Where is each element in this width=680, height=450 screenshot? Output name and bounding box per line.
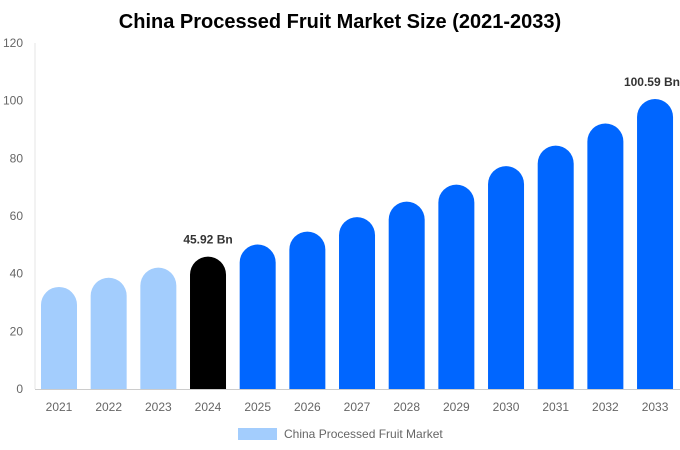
y-tick-label: 120 [3, 36, 23, 50]
bars [41, 98, 674, 389]
y-axis: 0 20 40 60 80 100 120 [3, 36, 36, 396]
chart-title: China Processed Fruit Market Size (2021-… [119, 11, 561, 33]
x-tick-label: 2029 [443, 400, 470, 414]
bar-2030 [488, 166, 525, 389]
y-tick-label: 100 [3, 94, 23, 108]
x-tick-label: 2026 [294, 400, 321, 414]
bar-2021 [41, 286, 77, 389]
bar-2022 [90, 277, 127, 389]
y-tick-label: 40 [10, 267, 24, 281]
legend-label: China Processed Fruit Market [284, 427, 443, 441]
bar-2033 [637, 98, 674, 389]
x-tick-label: 2025 [244, 400, 271, 414]
x-tick-label: 2023 [145, 400, 172, 414]
legend[interactable]: China Processed Fruit Market [238, 427, 443, 441]
annotations: 45.92 Bn 100.59 Bn [183, 75, 680, 247]
x-tick-label: 2022 [95, 400, 122, 414]
x-tick-label: 2028 [393, 400, 420, 414]
x-tick-label: 2032 [592, 400, 619, 414]
bar-2026 [289, 231, 326, 389]
data-label: 45.92 Bn [183, 233, 232, 247]
bar-2027 [339, 217, 376, 389]
bar-2032 [587, 123, 624, 389]
x-axis: 2021 2022 2023 2024 2025 2026 2027 2028 2029 2030… [35, 389, 680, 414]
x-tick-label: 2021 [46, 400, 73, 414]
x-tick-label: 2031 [542, 400, 569, 414]
y-tick-label: 60 [10, 209, 24, 223]
y-tick-label: 80 [10, 151, 24, 165]
bar-2023 [140, 267, 177, 389]
x-tick-label: 2033 [642, 400, 669, 414]
legend-swatch [238, 428, 277, 440]
y-tick-label: 20 [10, 324, 24, 338]
x-tick-label: 2024 [195, 400, 222, 414]
y-tick-label: 0 [16, 382, 23, 396]
x-tick-label: 2030 [493, 400, 520, 414]
bar-2029 [438, 184, 475, 389]
x-tick-label: 2027 [344, 400, 371, 414]
bar-2031 [537, 145, 574, 389]
bar-2028 [388, 201, 425, 389]
data-label: 100.59 Bn [624, 75, 680, 89]
bar-2024 [190, 256, 227, 389]
bar-2025 [239, 244, 276, 389]
